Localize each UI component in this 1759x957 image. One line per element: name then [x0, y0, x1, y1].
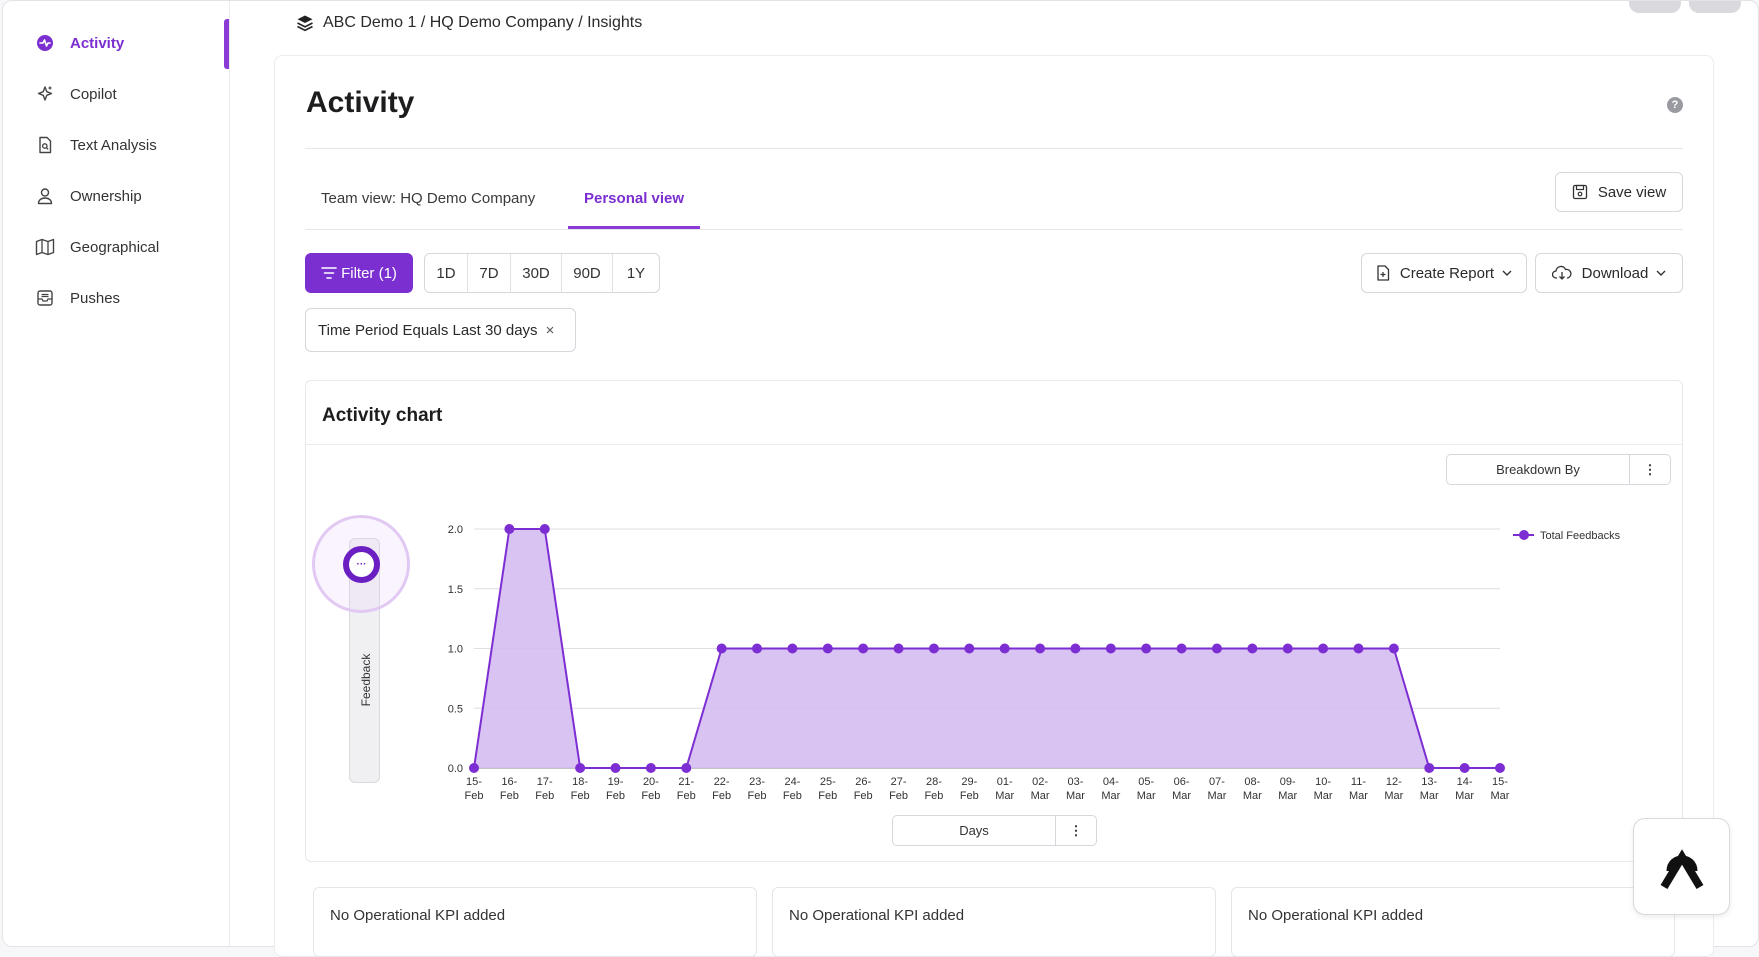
- save-view-label: Save view: [1597, 183, 1667, 201]
- sidebar: Activity Copilot Text Analysis Ownership…: [3, 1, 230, 946]
- sidebar-item-label: Ownership: [70, 187, 142, 205]
- more-vertical-icon[interactable]: ⋮: [1643, 461, 1657, 477]
- download-label: Download: [1581, 264, 1649, 282]
- user-icon: [34, 185, 56, 207]
- assistant-launcher[interactable]: [1633, 818, 1730, 915]
- range-90d[interactable]: 90D: [562, 254, 613, 292]
- map-icon: [34, 236, 56, 258]
- sidebar-item-geographical[interactable]: Geographical: [3, 223, 229, 271]
- page-title: Activity: [306, 86, 415, 119]
- sidebar-item-label: Geographical: [70, 238, 160, 256]
- inbox-icon: [34, 287, 56, 309]
- range-7d[interactable]: 7D: [468, 254, 511, 292]
- report-icon: [1377, 265, 1390, 281]
- time-range-selector: 1D 7D 30D 90D 1Y: [424, 253, 660, 293]
- cloud-download-icon: [1551, 265, 1572, 280]
- filter-icon: [321, 267, 337, 279]
- breadcrumb-text[interactable]: ABC Demo 1 / HQ Demo Company / Insights: [323, 14, 643, 31]
- chart-title: Activity chart: [322, 405, 443, 426]
- tab-personal-view[interactable]: Personal view: [584, 190, 685, 207]
- sidebar-item-label: Activity: [70, 34, 125, 52]
- filter-chip: Time Period Equals Last 30 days ×: [305, 308, 576, 352]
- divider: [305, 148, 1683, 149]
- sidebar-item-text-analysis[interactable]: Text Analysis: [3, 121, 229, 169]
- sidebar-item-copilot[interactable]: Copilot: [3, 70, 229, 118]
- save-view-button[interactable]: Save view: [1555, 172, 1683, 212]
- layers-icon: [297, 15, 313, 32]
- kpi-card: No Operational KPI added: [313, 887, 757, 957]
- document-icon: [34, 134, 56, 156]
- filter-label: Filter (1): [341, 264, 397, 282]
- breakdown-by-select[interactable]: Breakdown By ⋮: [1446, 454, 1671, 485]
- kpi-empty-label: No Operational KPI added: [1248, 907, 1424, 924]
- y-axis-metric-label: Feedback: [359, 653, 373, 707]
- kpi-card: No Operational KPI added: [772, 887, 1216, 957]
- kpi-empty-label: No Operational KPI added: [330, 907, 506, 924]
- top-right-pill-1[interactable]: [1629, 1, 1681, 13]
- breadcrumb: ABC Demo 1 / HQ Demo Company / Insights: [296, 14, 642, 32]
- top-right-pill-2[interactable]: [1689, 1, 1741, 13]
- active-tab-indicator: [568, 226, 700, 229]
- sidebar-item-label: Text Analysis: [70, 136, 157, 154]
- slider-handle[interactable]: ···: [343, 546, 380, 583]
- days-label: Days: [893, 816, 1056, 845]
- chevron-down-icon: [1502, 270, 1512, 276]
- brand-logo-icon: [1660, 848, 1703, 889]
- chevron-down-icon: [1656, 270, 1666, 276]
- sparkle-icon: [34, 83, 56, 105]
- filter-button[interactable]: Filter (1): [305, 253, 413, 293]
- filter-chip-label: Time Period Equals Last 30 days: [318, 321, 538, 339]
- sidebar-item-label: Pushes: [70, 289, 121, 307]
- range-30d[interactable]: 30D: [511, 254, 562, 292]
- create-report-label: Create Report: [1399, 264, 1495, 282]
- activity-chart-card: [305, 380, 1683, 862]
- more-vertical-icon[interactable]: ⋮: [1069, 822, 1083, 838]
- create-report-button[interactable]: Create Report: [1361, 253, 1527, 293]
- close-icon[interactable]: ×: [545, 321, 555, 339]
- breakdown-label: Breakdown By: [1447, 455, 1630, 484]
- kpi-card: No Operational KPI added: [1231, 887, 1675, 957]
- tabs-divider: [305, 229, 1683, 230]
- sidebar-item-pushes[interactable]: Pushes: [3, 274, 229, 322]
- download-button[interactable]: Download: [1535, 253, 1683, 293]
- tab-team-view[interactable]: Team view: HQ Demo Company: [321, 190, 536, 207]
- help-icon[interactable]: ?: [1667, 97, 1683, 113]
- main-card: [274, 55, 1714, 957]
- chart-header-divider: [306, 444, 1682, 445]
- range-1d[interactable]: 1D: [425, 254, 468, 292]
- sidebar-item-label: Copilot: [70, 85, 117, 103]
- save-icon: [1572, 184, 1587, 200]
- sidebar-item-ownership[interactable]: Ownership: [3, 172, 229, 220]
- kpi-empty-label: No Operational KPI added: [789, 907, 965, 924]
- sidebar-item-activity[interactable]: Activity: [3, 19, 229, 69]
- range-1y[interactable]: 1Y: [626, 264, 646, 282]
- activity-icon: [34, 32, 56, 54]
- x-axis-days-select[interactable]: Days ⋮: [892, 815, 1097, 846]
